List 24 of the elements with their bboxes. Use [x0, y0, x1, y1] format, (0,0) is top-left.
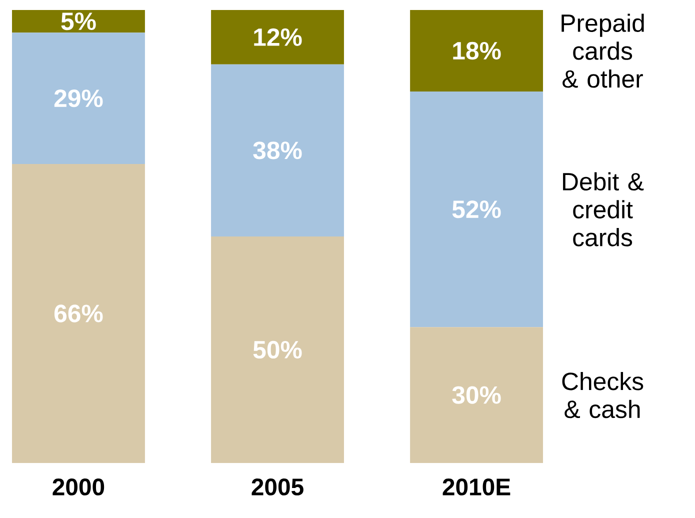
bar [410, 327, 544, 463]
data-label: 66% [54, 304, 103, 322]
series-label: Prepaid cards & other [562, 14, 644, 88]
data-label: 18% [453, 42, 501, 60]
x-tick-label: 2010E [442, 478, 510, 496]
data-label: 5% [61, 12, 96, 30]
data-label: 30% [452, 386, 501, 404]
bar [12, 32, 145, 164]
data-label: 29% [54, 90, 103, 108]
x-tick-label: 2005 [252, 478, 304, 496]
bar [12, 164, 145, 463]
bar [211, 10, 344, 64]
data-label: 12% [254, 28, 302, 46]
data-label: 50% [253, 340, 302, 359]
series-label: Checks & cash [562, 372, 644, 418]
bar [12, 10, 145, 33]
bar [410, 10, 544, 92]
bar [410, 92, 544, 328]
series-label: Debit & credit cards [563, 172, 644, 246]
data-label: 52% [452, 200, 501, 218]
bar [211, 236, 344, 463]
bar [211, 64, 344, 236]
x-tick-label: 2000 [52, 478, 104, 496]
data-label: 38% [253, 142, 302, 160]
